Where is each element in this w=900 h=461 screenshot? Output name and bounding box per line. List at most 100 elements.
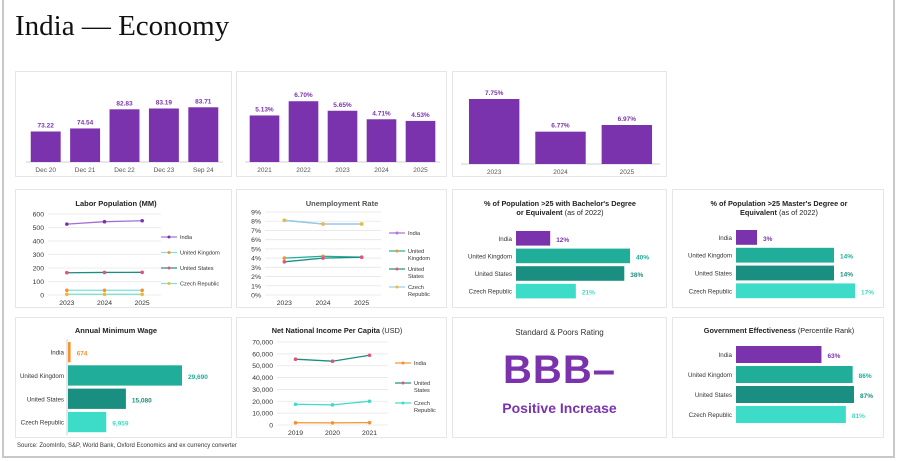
x-tick-label: 2025 — [620, 169, 635, 176]
bar — [601, 125, 653, 164]
legend-marker — [395, 267, 399, 271]
chart-svg: 5.13% 2021 6.70% 2022 5.65% 2023 4.71% 2024 4.53… — [245, 92, 440, 174]
y-tick-label: 4% — [251, 256, 261, 263]
data-point — [293, 357, 298, 361]
chart-title-line: Labor Population (MM) — [75, 199, 157, 208]
bar — [516, 283, 576, 299]
legend-marker — [167, 282, 171, 285]
legend-label: United States — [414, 381, 430, 394]
bar — [68, 411, 107, 433]
y-tick-label: 2% — [251, 274, 261, 281]
legend-marker — [401, 381, 405, 385]
bar — [327, 110, 358, 162]
data-label: 4.53% — [411, 112, 430, 119]
chart-svg: % of Population >25 Master's Degree orEq… — [688, 199, 874, 299]
category-label: United Kingdom — [688, 372, 732, 379]
x-tick-label: 2020 — [325, 430, 340, 437]
x-tick-label: Dec 21 — [75, 167, 96, 174]
chart-svg: Unemployment Rate 0% 1% 2% 3% 4% 5% 6% 7% 8% 9% 202… — [251, 199, 430, 307]
data-label: 83.19 — [156, 99, 173, 106]
y-tick-label: 200 — [33, 266, 45, 273]
data-point — [367, 420, 372, 425]
y-tick-label: 5% — [251, 246, 261, 253]
panel-annual-minimum-wage: Annual Minimum Wage India 674 United Kingdo… — [15, 317, 232, 438]
bar — [736, 230, 757, 245]
bar — [516, 248, 630, 264]
category-label: United Kingdom — [20, 373, 64, 380]
x-tick-label: Sep 24 — [193, 167, 214, 174]
chart-title-suffix: (as of 2022) — [565, 208, 604, 217]
data-point — [102, 292, 107, 297]
chart-title: Unemployment Rate — [306, 199, 379, 208]
legend-label-line: India — [180, 235, 193, 241]
x-tick-label: 2025 — [354, 300, 369, 307]
legend-label-line: Kingdom — [408, 256, 430, 262]
x-tick-label: 2024 — [374, 167, 389, 174]
bar — [68, 365, 182, 386]
bar — [366, 119, 397, 162]
y-tick-label: 0 — [269, 423, 273, 430]
legend-label-line: States — [414, 388, 430, 394]
bar — [736, 346, 822, 363]
category-label: Czech Republic — [21, 420, 64, 427]
y-tick-label: 600 — [33, 212, 45, 219]
chart-svg: 73.22 Dec 20 74.54 Dec 21 82.83 Dec 22 83.19 De… — [26, 98, 223, 174]
y-tick-label: 400 — [33, 239, 45, 246]
legend-marker — [395, 249, 399, 253]
data-point — [367, 399, 372, 404]
y-tick-label: 60,000 — [252, 351, 273, 358]
y-tick-label: 3% — [251, 265, 261, 272]
bar — [148, 108, 179, 162]
chart-svg: % of Population >25 with Bachelor's Degr… — [468, 199, 649, 299]
legend-label-line: United States — [180, 266, 214, 272]
legend-label-line: Czech — [408, 285, 424, 291]
data-label: 5.65% — [333, 102, 352, 109]
legend-marker — [167, 235, 171, 239]
bar — [736, 283, 855, 299]
legend-label: India — [408, 231, 421, 237]
data-point — [330, 359, 335, 364]
panel-sp-rating: Standard & Poors Rating BBB– Positive In… — [452, 317, 667, 438]
panel-bachelors-degree: % of Population >25 with Bachelor's Degr… — [452, 189, 667, 308]
bar — [30, 131, 61, 162]
data-point — [282, 256, 287, 260]
x-tick-label: 2024 — [315, 300, 330, 307]
data-label: 21% — [582, 290, 595, 297]
category-label: United States — [695, 392, 732, 399]
data-point — [65, 222, 69, 226]
y-tick-label: 10,000 — [252, 411, 273, 418]
y-tick-label: 70,000 — [252, 340, 273, 347]
legend-marker — [395, 285, 399, 289]
bar — [68, 388, 126, 409]
data-point — [140, 218, 144, 223]
data-point — [367, 353, 372, 358]
legend-label: India — [414, 361, 427, 367]
sp-rating-title: Standard & Poors Rating — [515, 328, 604, 337]
legend-label-line: Czech Republic — [180, 282, 219, 288]
category-label: United States — [475, 271, 512, 278]
data-label: 9,959 — [112, 421, 129, 428]
data-label: 7.75% — [485, 90, 504, 97]
y-tick-label: 6% — [251, 237, 261, 244]
panel-unemployment-rate: Unemployment Rate 0% 1% 2% 3% 4% 5% 6% 7% 8% 9% 202… — [236, 189, 447, 308]
legend-marker — [401, 361, 405, 365]
panel-net-national-income: Net National Income Per Capita (USD) 0 10,… — [236, 317, 447, 438]
data-label: 4.71% — [372, 110, 391, 117]
legend-label-line: United Kingdom — [180, 251, 220, 257]
legend-label-line: Czech — [414, 401, 430, 407]
page-title: India — Economy — [15, 10, 230, 42]
chart-title: Labor Population (MM) — [75, 199, 157, 208]
x-tick-label: 2025 — [135, 300, 150, 307]
data-point — [140, 292, 144, 297]
bar — [109, 109, 140, 162]
bar — [70, 128, 101, 162]
x-tick-label: 2023 — [335, 167, 350, 174]
bar — [288, 101, 319, 162]
data-label: 5.13% — [255, 106, 274, 113]
data-label: 674 — [77, 351, 88, 358]
chart-title-suffix: (USD) — [382, 326, 402, 335]
x-tick-label: 2019 — [288, 430, 303, 437]
chart-svg: Labor Population (MM) 0 100 200 300 400 500 600… — [33, 199, 220, 307]
chart-title-suffix: (as of 2022) — [779, 208, 818, 217]
x-tick-label: 2024 — [553, 169, 568, 176]
